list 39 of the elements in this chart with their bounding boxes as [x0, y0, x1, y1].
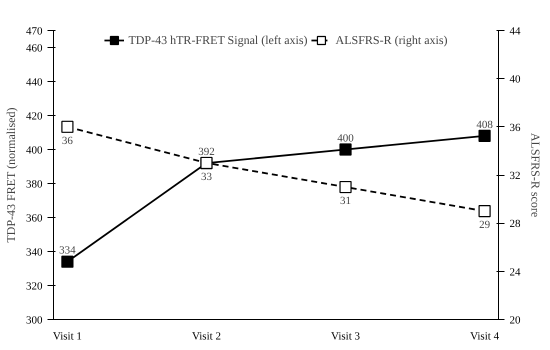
y-tick-label: 440	[26, 76, 43, 88]
y2-tick-label: 24	[510, 266, 521, 278]
x-tick-label: Visit 3	[331, 330, 361, 342]
point	[478, 205, 491, 218]
point	[61, 120, 74, 133]
y-tick-label: 460	[26, 42, 43, 54]
data-label: 408	[476, 118, 494, 131]
point	[61, 256, 74, 268]
data-label: 36	[62, 134, 74, 147]
y-tick-label: 470	[26, 26, 43, 38]
y2-tick-label: 32	[510, 170, 520, 182]
y-tick-label: 380	[26, 178, 43, 190]
y-axis-title: TDP-43 FRET (normalised)	[4, 108, 18, 243]
y-tick-label: 360	[26, 212, 43, 224]
data-label: 392	[198, 146, 215, 158]
data-label: 334	[59, 244, 76, 257]
legend-label: ALSFRS-R (right axis)	[336, 32, 448, 48]
y2-axis-title: ALSFRS-R score	[528, 132, 542, 218]
y-tick-label: 420	[26, 110, 43, 122]
y-tick-label: 340	[26, 246, 43, 258]
data-label: 29	[479, 219, 491, 232]
y2-tick-label: 44	[510, 26, 521, 38]
y2-tick-label: 36	[510, 122, 521, 134]
point	[339, 180, 352, 194]
y2-tick-label: 40	[510, 74, 521, 86]
y-tick-label: 400	[26, 144, 43, 156]
y2-tick-label: 28	[510, 218, 521, 230]
y-tick-label: 320	[26, 280, 43, 292]
point	[339, 143, 352, 156]
data-label: 33	[200, 170, 212, 183]
data-label: 400	[337, 132, 354, 144]
x-tick-label: Visit 2	[192, 330, 221, 342]
point	[478, 130, 491, 142]
legend-label: TDP-43 hTR-FRET Signal (left axis)	[128, 32, 308, 48]
data-label: 31	[340, 195, 352, 208]
y-tick-label: 300	[26, 314, 43, 326]
y2-tick-label: 20	[510, 314, 521, 326]
x-tick-label: Visit 4	[470, 330, 500, 342]
x-tick-label: Visit 1	[52, 330, 82, 342]
